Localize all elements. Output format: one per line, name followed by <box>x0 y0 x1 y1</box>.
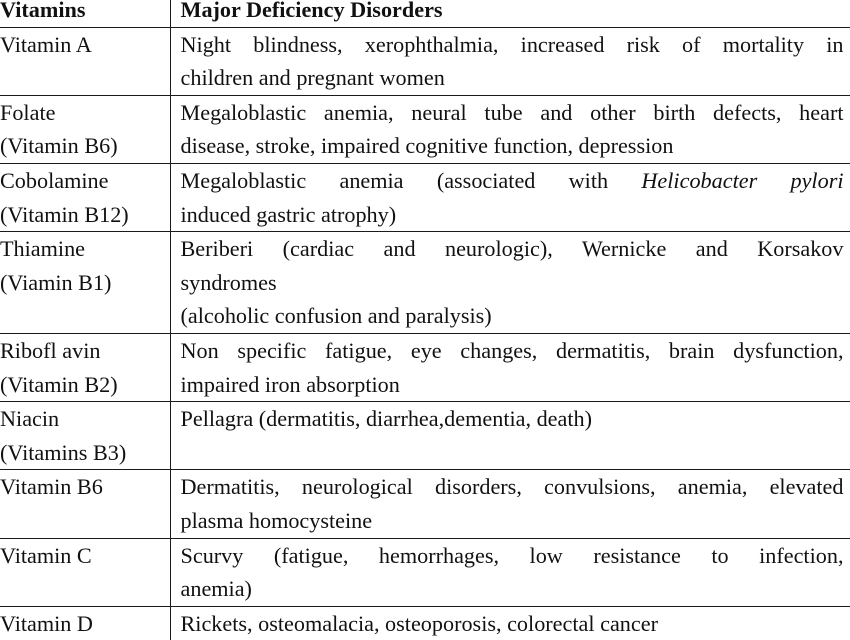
disorder-text: induced gastric atrophy) <box>180 201 397 227</box>
table-row: Cobolamine (Vitamin B12) Megaloblastic a… <box>0 162 850 233</box>
vitamin-alias: (Viamin B1) <box>0 269 112 295</box>
disorder-text: anemia) <box>180 576 252 602</box>
vitamin-alias: (Vitamin B12) <box>0 201 129 227</box>
disorder-text: Non specific fatigue, eye changes, derma… <box>180 337 844 363</box>
vitamin-name: Vitamin A <box>0 31 92 57</box>
table-row: Vitamin D Rickets, osteomalacia, osteopo… <box>0 605 850 640</box>
vitamin-alias: (Vitamin B2) <box>0 371 118 397</box>
table-row: Vitamin A Night blindness, xerophthalmia… <box>0 26 850 96</box>
table-row: Ribofl avin (Vitamin B2) Non specific fa… <box>0 332 850 403</box>
vitamin-cell: Thiamine (Viamin B1) <box>0 231 171 334</box>
table-row: Niacin (Vitamins B3) Pellagra (dermatiti… <box>0 401 850 471</box>
header-vitamins: Vitamins <box>0 0 171 28</box>
disorders-cell: Scurvy (fatigue, hemorrhages, low resist… <box>169 537 850 607</box>
table-row: Vitamin B6 Dermatitis, neurological diso… <box>0 469 850 539</box>
disorder-text: syndromes <box>180 269 277 295</box>
disorder-text: plasma homocysteine <box>180 507 373 533</box>
disorder-text: Megaloblastic anemia, neural tube and ot… <box>180 99 844 125</box>
disorder-text: Beriberi (cardiac and neurologic), Werni… <box>180 236 844 262</box>
disorder-text: children and pregnant women <box>180 65 445 91</box>
vitamin-name: Vitamin D <box>0 610 93 636</box>
vitamin-name: Vitamin C <box>0 542 92 568</box>
vitamin-alias: (Vitamins B3) <box>0 439 127 465</box>
disorder-text: Rickets, osteomalacia, osteoporosis, col… <box>180 610 658 636</box>
disorder-text: Dermatitis, neurological disorders, conv… <box>180 474 844 500</box>
vitamin-cell: Vitamin B6 <box>0 469 171 539</box>
vitamin-name: Ribofl avin <box>0 337 101 363</box>
vitamin-cell: Folate (Vitamin B6) <box>0 94 171 164</box>
vitamin-cell: Vitamin A <box>0 26 171 96</box>
disorder-text: impaired iron absorption <box>180 371 400 397</box>
disorder-text-italic: Helicobacter pylori <box>641 167 844 193</box>
vitamin-cell: Cobolamine (Vitamin B12) <box>0 162 171 233</box>
vitamin-name: Cobolamine <box>0 167 109 193</box>
disorder-text-plain: Megaloblastic anemia (associated with <box>180 167 609 193</box>
vitamin-name: Niacin <box>0 406 60 432</box>
vitamin-cell: Niacin (Vitamins B3) <box>0 401 171 471</box>
disorders-cell: Beriberi (cardiac and neurologic), Werni… <box>169 231 850 334</box>
disorders-cell: Megaloblastic anemia, neural tube and ot… <box>169 94 850 164</box>
vitamin-cell: Vitamin D <box>0 605 171 640</box>
disorders-cell: Megaloblastic anemia (associated with He… <box>169 162 850 233</box>
table-row: Folate (Vitamin B6) Megaloblastic anemia… <box>0 94 850 164</box>
disorders-cell: Rickets, osteomalacia, osteoporosis, col… <box>169 605 850 640</box>
disorder-text: (alcoholic confusion and paralysis) <box>180 303 492 329</box>
disorder-text: Scurvy (fatigue, hemorrhages, low resist… <box>180 542 844 568</box>
disorders-cell: Dermatitis, neurological disorders, conv… <box>169 469 850 539</box>
header-disorders: Major Deficiency Disorders <box>169 0 850 28</box>
vitamin-name: Vitamin B6 <box>0 474 103 500</box>
table-header-row: Vitamins Major Deficiency Disorders <box>0 0 850 28</box>
disorders-cell: Pellagra (dermatitis, diarrhea,dementia,… <box>169 401 850 471</box>
disorder-text: Megaloblastic anemia (associated with He… <box>181 164 844 198</box>
disorders-cell: Non specific fatigue, eye changes, derma… <box>169 332 850 403</box>
vitamin-name: Thiamine <box>0 236 86 262</box>
disorder-text: Night blindness, xerophthalmia, increase… <box>180 31 844 57</box>
disorder-text: Pellagra (dermatitis, diarrhea,dementia,… <box>180 406 593 432</box>
disorders-cell: Night blindness, xerophthalmia, increase… <box>169 26 850 96</box>
table-row: Thiamine (Viamin B1) Beriberi (cardiac a… <box>0 231 850 334</box>
disorder-text: disease, stroke, impaired cognitive func… <box>180 133 674 159</box>
table-row: Vitamin C Scurvy (fatigue, hemorrhages, … <box>0 537 850 607</box>
vitamin-cell: Ribofl avin (Vitamin B2) <box>0 332 171 403</box>
vitamin-alias: (Vitamin B6) <box>0 133 118 159</box>
vitamin-cell: Vitamin C <box>0 537 171 607</box>
vitamin-name: Folate <box>0 99 56 125</box>
